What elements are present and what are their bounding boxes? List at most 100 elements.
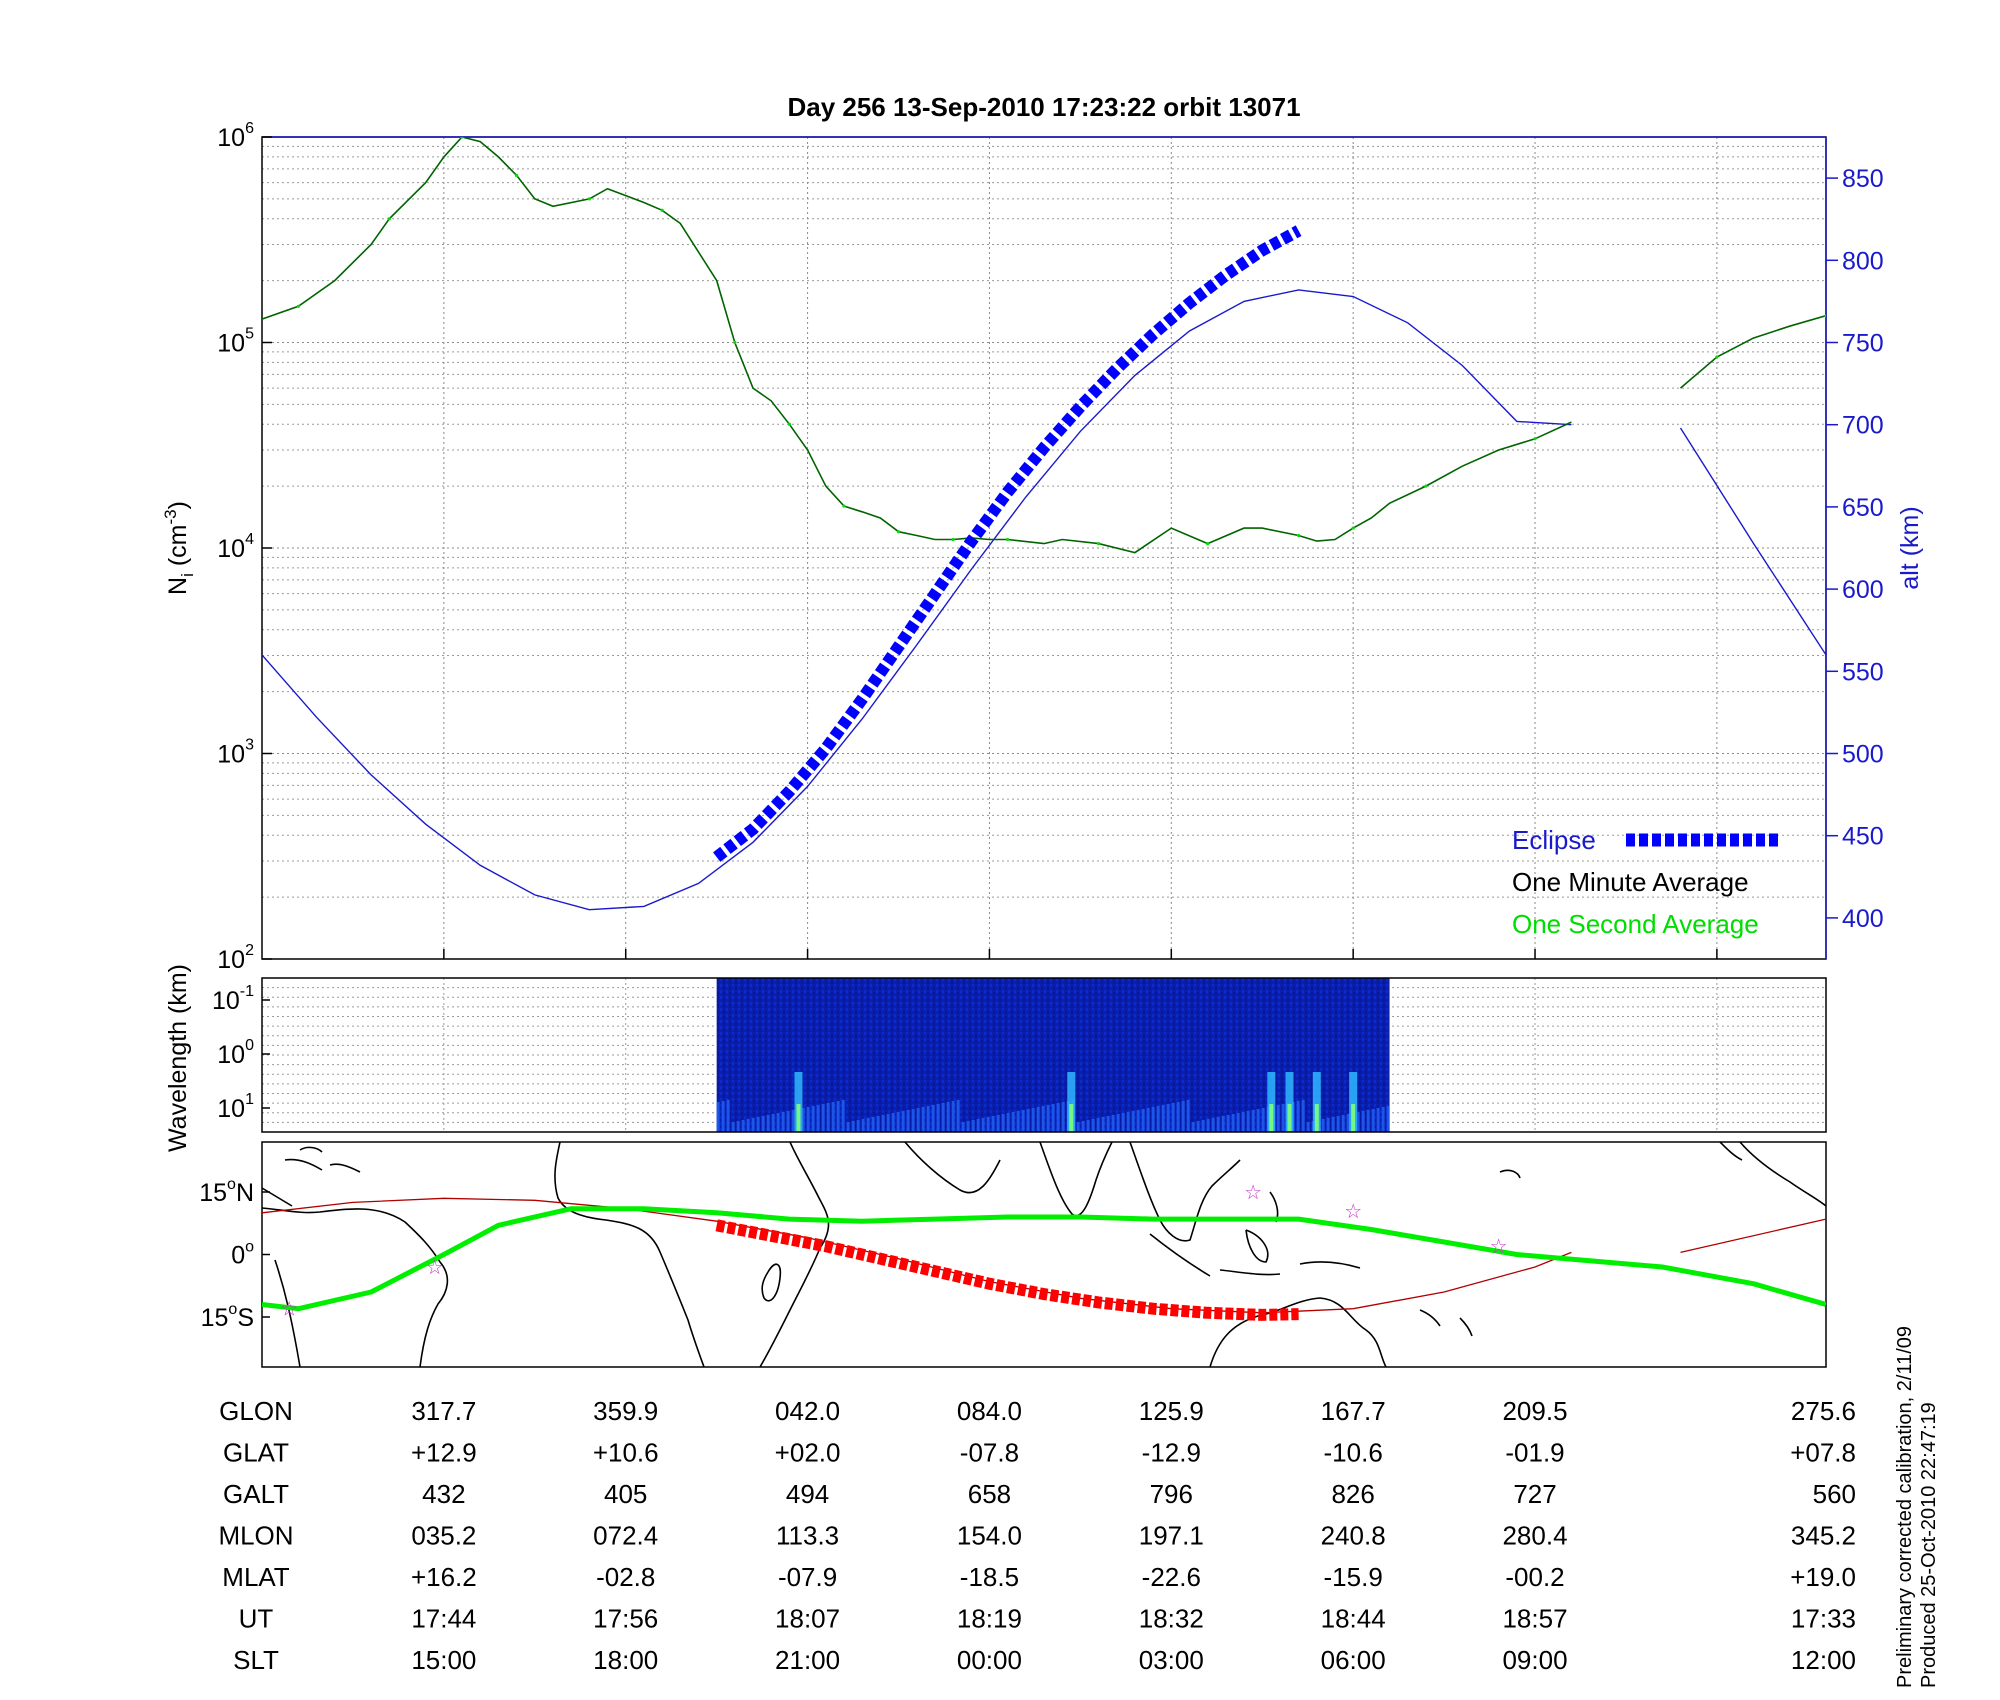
- table-cell: 826: [1331, 1479, 1374, 1509]
- spectrogram-streak: [1026, 1108, 1030, 1132]
- spectrogram-streak: [1236, 1112, 1240, 1132]
- table-cell: 00:00: [957, 1645, 1022, 1675]
- map-panel: ☆ ☆ ☆ ☆ ☆ 15oN 0o 15oS: [199, 1141, 1827, 1368]
- spectrogram-streak: [1201, 1119, 1205, 1132]
- spectrogram-streak: [1191, 1121, 1195, 1132]
- density-y-label-sub: i: [178, 573, 197, 577]
- density-y-label-close: ): [164, 501, 192, 509]
- spectrogram-streak: [1161, 1104, 1165, 1132]
- table-cell: 405: [604, 1479, 647, 1509]
- alt-tick-label: 600: [1842, 576, 1884, 604]
- spectrogram-streak: [786, 1110, 790, 1132]
- spectrogram-streak: [1246, 1110, 1250, 1132]
- spectrogram-streak: [746, 1118, 750, 1132]
- spectrogram-streak: [761, 1115, 765, 1132]
- spectrogram-streak: [1361, 1110, 1365, 1132]
- arabia-india-coast: [904, 1142, 1113, 1217]
- star-marker-icon: ☆: [1490, 1236, 1508, 1258]
- table-row-label: GLAT: [223, 1438, 289, 1468]
- table-cell: 240.8: [1321, 1521, 1386, 1551]
- one-second-point: [296, 304, 300, 308]
- one-second-point: [1006, 537, 1010, 542]
- one-second-point: [1206, 542, 1210, 546]
- spectrogram-streak: [1331, 1116, 1335, 1132]
- spectrogram-streak: [801, 1107, 805, 1132]
- spectrogram-streak: [1126, 1111, 1130, 1132]
- table-cell: -22.6: [1142, 1562, 1201, 1592]
- spectrogram-streak: [1281, 1103, 1285, 1132]
- spectrogram-streak: [951, 1100, 955, 1132]
- y-tick-label: 106: [217, 120, 254, 152]
- spectrogram-streak: [846, 1121, 850, 1132]
- spectrogram-streak: [816, 1104, 820, 1132]
- spectrogram-streak: [966, 1120, 970, 1132]
- spectrogram-streak: [756, 1116, 760, 1132]
- alt-tick-label: 400: [1842, 905, 1884, 933]
- spectrogram-streak: [1346, 1113, 1350, 1132]
- spectrogram-streak: [1176, 1101, 1180, 1132]
- spectrogram-image: [716, 978, 1390, 1132]
- spec-tick-label: 100: [217, 1037, 254, 1069]
- density-series: [262, 137, 1826, 911]
- map-y-ticks: 15oN 0o 15oS: [199, 1176, 270, 1332]
- spectrogram-streak: [1301, 1099, 1305, 1132]
- spectrogram-streak: [856, 1119, 860, 1132]
- madagascar: [761, 1263, 782, 1302]
- table-cell: 042.0: [775, 1396, 840, 1426]
- density-line: [1679, 314, 1826, 389]
- spectrogram-streak: [996, 1114, 1000, 1132]
- spec-tick-label: 101: [217, 1091, 254, 1123]
- table-cell: -12.9: [1142, 1438, 1201, 1468]
- spectrogram-streak: [896, 1111, 900, 1132]
- ephemeris-table: GLON GLAT GALT MLON MLAT UT SLT 317.7 +12.9 432 03…: [218, 1396, 1856, 1675]
- spectrogram-streak: [906, 1109, 910, 1132]
- spectrogram-streak: [1051, 1103, 1055, 1132]
- spectrogram-hot: [1287, 1104, 1292, 1132]
- one-second-point: [1715, 355, 1719, 359]
- spectrogram-streak: [926, 1105, 930, 1132]
- table-cell: 17:56: [593, 1604, 658, 1634]
- spectrogram-streak: [891, 1112, 895, 1132]
- spectrogram-streak: [991, 1115, 995, 1132]
- table-cell: 18:44: [1321, 1604, 1386, 1634]
- table-cell: 345.2: [1791, 1521, 1856, 1551]
- one-second-point: [587, 197, 591, 201]
- spectrogram-band: [794, 1072, 803, 1132]
- spectrogram-streak: [916, 1107, 920, 1132]
- table-cell: 17:44: [411, 1604, 476, 1634]
- table-cell: -00.2: [1505, 1562, 1564, 1592]
- spectrogram-streak: [1366, 1109, 1370, 1132]
- spectrogram-band: [1312, 1072, 1321, 1132]
- table-cell: 18:57: [1502, 1604, 1567, 1634]
- produced-note: Produced 25-Oct-2010 22:47:19: [1918, 1402, 1940, 1688]
- spectrogram-streak: [1321, 1118, 1325, 1132]
- coastlines: [262, 1142, 1826, 1367]
- spectrogram-streak: [986, 1116, 990, 1132]
- spectrogram-streak: [1096, 1117, 1100, 1132]
- map-ground-track: [262, 1206, 1826, 1312]
- spectrogram-streak: [871, 1116, 875, 1132]
- one-second-point: [515, 173, 519, 178]
- spectrogram-streak: [1011, 1111, 1015, 1132]
- map-eclipse-track: [715, 1219, 1299, 1321]
- table-cell: +02.0: [775, 1438, 841, 1468]
- spectrogram-frame: [261, 977, 1827, 1133]
- table-cell: -15.9: [1324, 1562, 1383, 1592]
- table-cell: 035.2: [411, 1521, 476, 1551]
- table-cell: 125.9: [1139, 1396, 1204, 1426]
- spectrogram-streak: [936, 1103, 940, 1132]
- altitude-line: [262, 289, 1572, 911]
- spectrogram-streak: [1181, 1100, 1185, 1132]
- legend-eclipse-label: Eclipse: [1512, 825, 1596, 855]
- table-row-label: MLAT: [222, 1562, 290, 1592]
- spectrogram-streak: [1141, 1108, 1145, 1132]
- spectrogram-streak: [1156, 1105, 1160, 1132]
- table-cell: 18:00: [593, 1645, 658, 1675]
- legend: Eclipse One Minute Average One Second Av…: [1512, 825, 1778, 939]
- spectrogram-streak: [1131, 1110, 1135, 1132]
- spectrogram-streak: [1376, 1107, 1380, 1132]
- table-cell: 18:32: [1139, 1604, 1204, 1634]
- table-cell: 494: [786, 1479, 829, 1509]
- spectrogram-streak: [831, 1101, 835, 1132]
- table-row-label: SLT: [233, 1645, 279, 1675]
